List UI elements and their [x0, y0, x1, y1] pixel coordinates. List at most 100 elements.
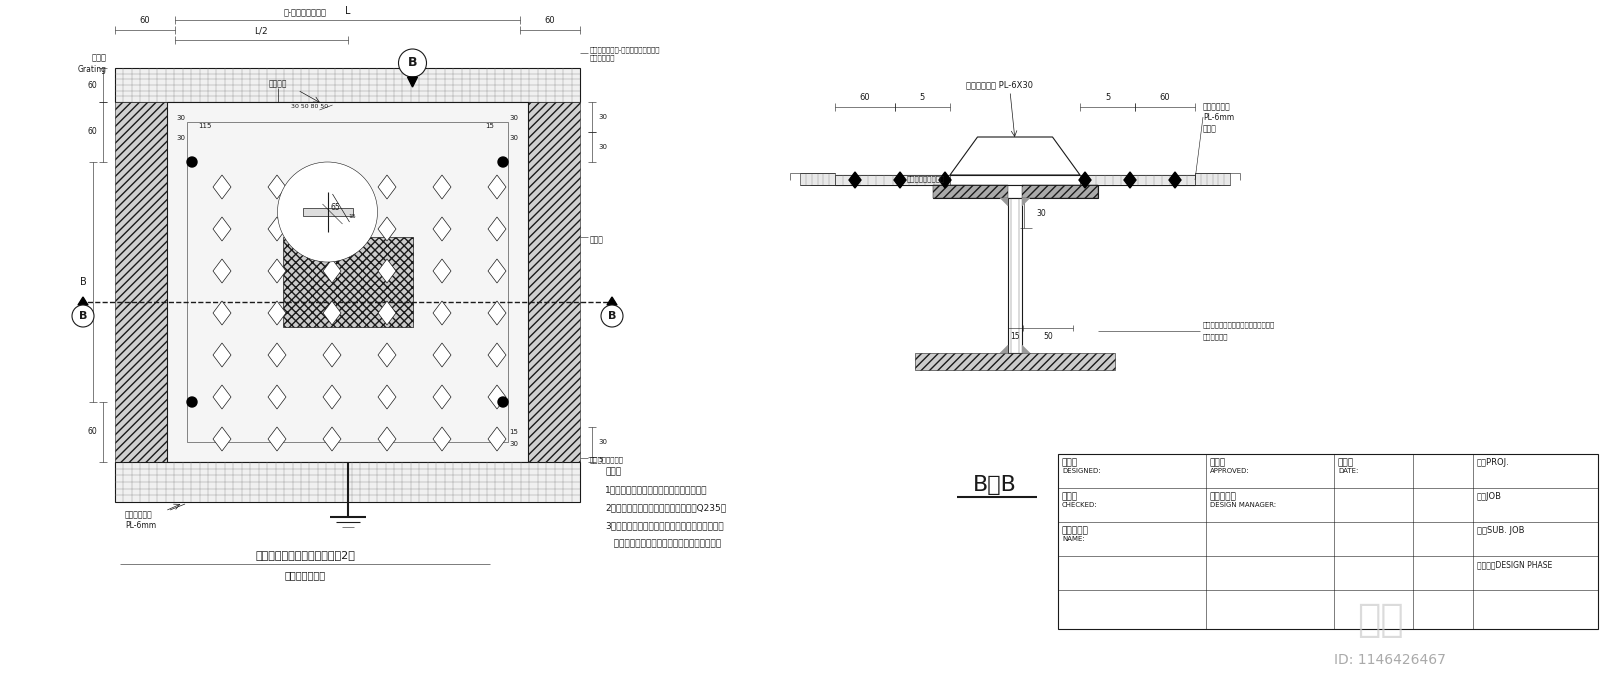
Bar [1008, 198, 1022, 353]
Polygon shape [269, 385, 286, 409]
Text: 设计阶段DESIGN PHASE: 设计阶段DESIGN PHASE [1477, 560, 1552, 569]
Bar [915, 353, 1115, 370]
Bar [1022, 185, 1098, 198]
Text: 5: 5 [598, 457, 602, 462]
Text: B: B [608, 311, 616, 321]
Text: NAME:: NAME: [1062, 536, 1085, 542]
Text: B－B: B－B [973, 475, 1018, 495]
Polygon shape [213, 301, 230, 325]
Circle shape [498, 157, 509, 167]
Text: 附注：: 附注： [605, 467, 621, 476]
Text: 60: 60 [544, 16, 555, 25]
Polygon shape [323, 427, 341, 451]
Polygon shape [323, 301, 341, 325]
Polygon shape [1123, 172, 1136, 188]
Polygon shape [434, 343, 451, 367]
Text: 15: 15 [349, 215, 357, 220]
Text: 框架梁: 框架梁 [590, 236, 603, 245]
Text: 工序SUB. JOB: 工序SUB. JOB [1477, 526, 1525, 535]
Text: 30: 30 [509, 115, 518, 121]
Text: 15: 15 [485, 123, 494, 129]
Circle shape [498, 397, 509, 407]
Text: APPROVED:: APPROVED: [1210, 468, 1250, 474]
Polygon shape [269, 259, 286, 283]
Text: 厚度和梁翼缘: 厚度和梁翼缘 [1203, 334, 1229, 341]
Text: 梁一梁拼接处盖板做法大样（2）: 梁一梁拼接处盖板做法大样（2） [254, 550, 355, 560]
Bar [528, 102, 579, 462]
Text: 5: 5 [1106, 93, 1110, 102]
Text: 30: 30 [176, 115, 186, 121]
Text: 钢栅板: 钢栅板 [93, 54, 107, 63]
Polygon shape [269, 217, 286, 241]
Polygon shape [939, 172, 950, 188]
Text: 钢栅板: 钢栅板 [1203, 124, 1218, 133]
Bar [166, 102, 528, 462]
Polygon shape [894, 172, 906, 188]
Text: CHECKED:: CHECKED: [1062, 502, 1098, 508]
Bar [283, 237, 413, 327]
Polygon shape [434, 427, 451, 451]
Polygon shape [213, 175, 230, 199]
Text: 校核：: 校核： [1062, 492, 1078, 501]
Text: DESIGNED:: DESIGNED: [1062, 468, 1101, 474]
Text: 审核：: 审核： [1210, 458, 1226, 467]
Polygon shape [213, 427, 230, 451]
Text: L: L [344, 6, 350, 16]
Text: 30: 30 [598, 439, 606, 445]
Polygon shape [1000, 345, 1008, 353]
Bar [933, 185, 1098, 198]
Text: 花纹特专用膨胀台: 花纹特专用膨胀台 [590, 457, 624, 464]
Text: 花纹钢板盖板: 花纹钢板盖板 [125, 510, 152, 519]
Text: 装置JOB: 装置JOB [1477, 492, 1502, 501]
Text: 30: 30 [1037, 208, 1046, 218]
Polygon shape [488, 217, 506, 241]
Text: 30: 30 [509, 135, 518, 141]
Polygon shape [1078, 172, 1091, 188]
Circle shape [187, 157, 197, 167]
Text: 设计经理：: 设计经理： [1210, 492, 1237, 501]
Text: 知末: 知末 [1357, 601, 1403, 639]
Bar [115, 102, 166, 462]
Circle shape [72, 305, 94, 327]
Text: 30 50 80 50: 30 50 80 50 [291, 104, 328, 108]
Text: 3、钉格栅板支承板仅用于钉格栅板的支承边；钉: 3、钉格栅板支承板仅用于钉格栅板的支承边；钉 [605, 521, 723, 530]
Text: 钢格栅板支承板-与梁焊接在工厂焊接: 钢格栅板支承板-与梁焊接在工厂焊接 [590, 47, 661, 54]
Text: （用于中间梁）: （用于中间梁） [285, 570, 325, 580]
Polygon shape [323, 343, 341, 367]
Polygon shape [269, 343, 286, 367]
Text: 60: 60 [1160, 93, 1170, 102]
Polygon shape [488, 301, 506, 325]
Bar [115, 68, 579, 102]
Text: 焊后上下表面均磨平: 焊后上下表面均磨平 [907, 176, 946, 182]
Text: 60: 60 [88, 427, 98, 436]
Text: 30: 30 [598, 114, 606, 120]
Polygon shape [78, 297, 88, 305]
Text: 工程PROJ.: 工程PROJ. [1477, 458, 1510, 467]
Polygon shape [269, 301, 286, 325]
Bar [115, 462, 579, 502]
Bar [835, 175, 950, 185]
Text: PL-6mm: PL-6mm [125, 521, 157, 530]
Polygon shape [323, 175, 341, 199]
Bar [800, 173, 835, 185]
Polygon shape [1000, 198, 1008, 206]
Text: DESIGN MANAGER:: DESIGN MANAGER: [1210, 502, 1277, 508]
Polygon shape [434, 175, 451, 199]
Polygon shape [434, 301, 451, 325]
Text: B: B [408, 56, 418, 70]
Circle shape [187, 397, 197, 407]
Text: 60: 60 [139, 16, 150, 25]
Text: 附件名称：: 附件名称： [1062, 526, 1090, 535]
Polygon shape [378, 427, 397, 451]
Polygon shape [269, 427, 286, 451]
Polygon shape [1170, 172, 1181, 188]
Polygon shape [488, 385, 506, 409]
Polygon shape [1022, 198, 1030, 206]
Bar [187, 122, 509, 442]
Text: 60: 60 [859, 93, 870, 102]
Circle shape [398, 49, 427, 77]
Text: 60: 60 [88, 127, 98, 136]
Polygon shape [213, 259, 230, 283]
Text: 65: 65 [331, 202, 341, 211]
Polygon shape [434, 259, 451, 283]
